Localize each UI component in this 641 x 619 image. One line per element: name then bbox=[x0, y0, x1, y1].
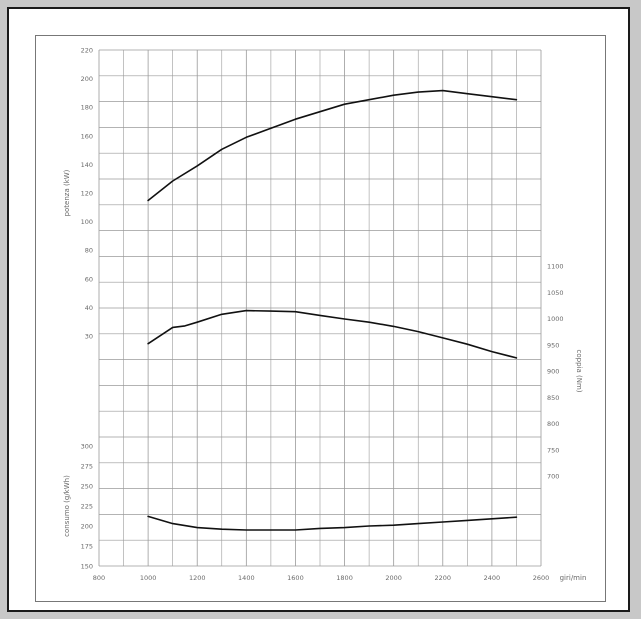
torque-tick-label: 1050 bbox=[547, 289, 564, 297]
power-tick-label: 180 bbox=[81, 104, 93, 112]
torque-tick-label: 900 bbox=[547, 368, 559, 376]
outer-frame: 800 1000 1200 1400 1600 1800 2000 2200 2400 2600 g… bbox=[7, 7, 630, 612]
power-tick-label: 120 bbox=[81, 190, 93, 198]
x-tick-label: 2200 bbox=[435, 574, 452, 582]
torque-tick-label: 750 bbox=[547, 446, 559, 454]
consumption-tick-label: 175 bbox=[81, 543, 93, 551]
power-tick-label: 160 bbox=[81, 132, 93, 140]
power-tick-label: 140 bbox=[81, 161, 93, 169]
x-tick-label: 2000 bbox=[385, 574, 402, 582]
power-tick-label: 30 bbox=[85, 333, 93, 341]
torque-tick-label: 700 bbox=[547, 473, 559, 481]
consumption-tick-label: 300 bbox=[81, 443, 93, 451]
x-tick-label: 2600 bbox=[533, 574, 550, 582]
x-tick-label: 1800 bbox=[336, 574, 353, 582]
power-curve bbox=[147, 89, 518, 202]
x-tick-label: 1200 bbox=[189, 574, 206, 582]
consumption-axis-label: consumo (g/kWh) bbox=[63, 475, 71, 537]
torque-tick-label: 1000 bbox=[547, 315, 564, 323]
power-axis-label: potenza (kW) bbox=[63, 169, 71, 216]
chart-panel: 800 1000 1200 1400 1600 1800 2000 2200 2400 2600 g… bbox=[35, 35, 606, 602]
consumption-tick-label: 150 bbox=[81, 563, 93, 571]
engine-performance-chart: 800 1000 1200 1400 1600 1800 2000 2200 2400 2600 g… bbox=[63, 47, 587, 583]
x-tick-label: 800 bbox=[93, 574, 105, 582]
x-tick-label: 2400 bbox=[484, 574, 501, 582]
power-tick-label: 60 bbox=[85, 275, 93, 283]
consumption-tick-label: 275 bbox=[81, 463, 93, 471]
consumption-tick-label: 225 bbox=[81, 503, 93, 511]
torque-axis-label: coppia (Nm) bbox=[575, 350, 583, 393]
power-tick-label: 40 bbox=[85, 304, 93, 312]
consumption-tick-label: 200 bbox=[81, 523, 93, 531]
torque-tick-label: 1100 bbox=[547, 263, 564, 271]
x-tick-label: 1400 bbox=[238, 574, 255, 582]
x-tick-label: 1600 bbox=[287, 574, 304, 582]
x-axis-label: giri/min bbox=[560, 574, 587, 582]
torque-tick-label: 950 bbox=[547, 341, 559, 349]
torque-tick-label: 850 bbox=[547, 394, 559, 402]
x-tick-label: 1000 bbox=[140, 574, 157, 582]
power-tick-label: 200 bbox=[81, 75, 93, 83]
power-tick-label: 220 bbox=[81, 47, 93, 55]
torque-tick-label: 800 bbox=[547, 420, 559, 428]
consumption-tick-label: 250 bbox=[81, 483, 93, 491]
torque-curve bbox=[147, 309, 518, 359]
power-tick-label: 100 bbox=[81, 218, 93, 226]
power-tick-label: 80 bbox=[85, 247, 93, 255]
consumption-curve bbox=[147, 515, 518, 531]
